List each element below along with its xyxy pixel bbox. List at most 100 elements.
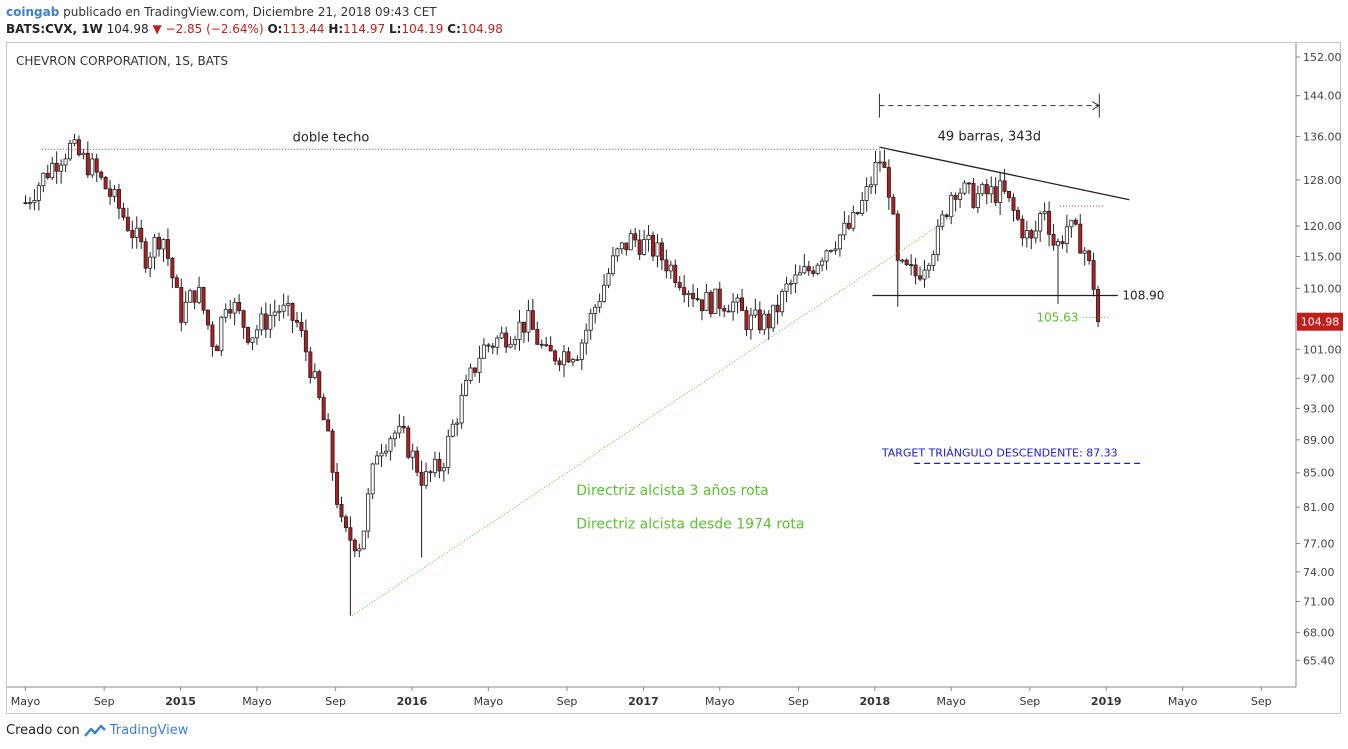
candle bbox=[637, 239, 642, 255]
candle bbox=[682, 287, 687, 296]
candle bbox=[664, 259, 669, 272]
candle bbox=[597, 300, 602, 308]
price-tick-label: 81.00 bbox=[1303, 501, 1335, 514]
candle bbox=[223, 309, 228, 318]
tradingview-brand[interactable]: TradingView bbox=[109, 723, 189, 738]
candle bbox=[935, 225, 940, 255]
candle bbox=[277, 310, 282, 313]
candle bbox=[477, 357, 482, 373]
candle bbox=[579, 342, 584, 360]
candle bbox=[922, 269, 927, 280]
candle bbox=[811, 270, 816, 274]
candle bbox=[788, 282, 793, 285]
measure-label: 49 barras, 343d bbox=[938, 130, 1041, 145]
candle bbox=[918, 275, 923, 280]
candle bbox=[833, 248, 838, 251]
time-tick-label: 2019 bbox=[1091, 695, 1122, 708]
candle bbox=[780, 291, 785, 313]
candle bbox=[775, 304, 780, 313]
candle bbox=[535, 329, 540, 345]
candle bbox=[424, 471, 429, 486]
candle bbox=[570, 359, 575, 363]
candle bbox=[348, 527, 353, 541]
candle bbox=[971, 182, 976, 208]
candle bbox=[762, 313, 767, 331]
candle bbox=[157, 236, 162, 250]
price-tick-label: 85.00 bbox=[1303, 467, 1335, 480]
candle bbox=[1007, 190, 1012, 199]
candle bbox=[1020, 218, 1025, 239]
candle bbox=[557, 360, 562, 366]
note-three-year-trend: Directriz alcista 3 años rota bbox=[576, 483, 768, 499]
candle bbox=[869, 184, 874, 188]
candle bbox=[432, 458, 437, 474]
candle bbox=[197, 287, 202, 303]
price-tick-label: 74.00 bbox=[1303, 566, 1335, 579]
candle bbox=[989, 186, 994, 195]
candle bbox=[1047, 210, 1052, 235]
candle bbox=[263, 313, 268, 330]
candle bbox=[966, 182, 971, 185]
candle bbox=[615, 248, 620, 257]
time-tick-label: Sep bbox=[788, 695, 809, 708]
candle bbox=[486, 344, 491, 347]
candle bbox=[926, 265, 931, 271]
low-label: L: bbox=[388, 22, 402, 36]
candle bbox=[548, 344, 553, 352]
candle bbox=[392, 432, 397, 440]
candle bbox=[886, 167, 891, 198]
candle bbox=[446, 435, 451, 468]
candle bbox=[1060, 241, 1065, 244]
candle bbox=[108, 188, 113, 197]
candle bbox=[993, 186, 998, 203]
candle bbox=[846, 222, 851, 229]
candle bbox=[584, 329, 589, 344]
candle bbox=[27, 202, 32, 205]
candle bbox=[72, 139, 77, 144]
double-top-label: doble techo bbox=[293, 130, 370, 145]
close-label: C: bbox=[447, 22, 461, 36]
chart-title: CHEVRON CORPORATION, 1S, BATS bbox=[16, 54, 228, 68]
time-tick-label: Sep bbox=[1020, 695, 1041, 708]
candle bbox=[450, 423, 455, 437]
candle bbox=[891, 196, 896, 215]
price-tick-label: 136.00 bbox=[1303, 131, 1342, 144]
candle bbox=[1038, 213, 1043, 232]
candle bbox=[1082, 250, 1087, 254]
candle bbox=[562, 351, 567, 366]
candle bbox=[544, 344, 549, 347]
author-name[interactable]: coingab bbox=[6, 5, 60, 19]
uptrend-line bbox=[351, 213, 957, 617]
candle bbox=[23, 202, 28, 205]
candle bbox=[642, 239, 647, 255]
candle bbox=[1002, 180, 1007, 192]
time-tick-label: Mayo bbox=[474, 695, 504, 708]
candle bbox=[210, 324, 215, 347]
candle bbox=[517, 321, 522, 340]
candle bbox=[103, 176, 108, 190]
candle bbox=[980, 184, 985, 195]
open-value: 113.44 bbox=[282, 22, 325, 36]
candle bbox=[575, 359, 580, 361]
candle bbox=[259, 313, 264, 331]
candle bbox=[419, 471, 424, 486]
price-tick-label: 120.00 bbox=[1303, 220, 1342, 233]
candle bbox=[900, 259, 905, 262]
candle bbox=[940, 214, 945, 227]
candle bbox=[820, 260, 825, 266]
candle bbox=[877, 161, 882, 164]
candle bbox=[254, 329, 259, 339]
candle bbox=[459, 394, 464, 424]
candle bbox=[659, 242, 664, 261]
close-value: 104.98 bbox=[460, 22, 503, 36]
candle bbox=[842, 222, 847, 236]
candle bbox=[192, 290, 197, 303]
candle bbox=[68, 142, 73, 160]
candle bbox=[188, 290, 193, 303]
candle bbox=[90, 158, 95, 176]
candle bbox=[272, 311, 277, 316]
candle bbox=[36, 185, 41, 201]
candle bbox=[116, 189, 121, 209]
candle bbox=[312, 371, 317, 378]
